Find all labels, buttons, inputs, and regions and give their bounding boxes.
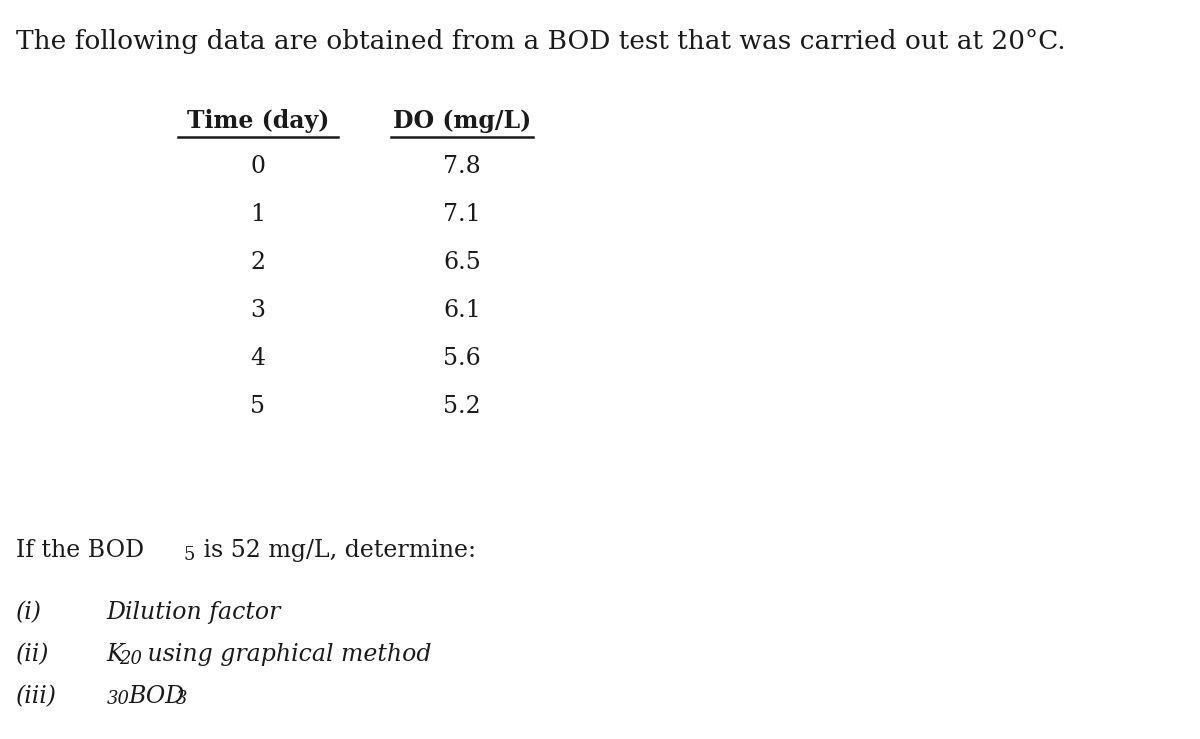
Text: 0: 0 — [251, 155, 265, 178]
Text: 3: 3 — [251, 299, 265, 322]
Text: Dilution factor: Dilution factor — [107, 601, 281, 624]
Text: (i): (i) — [16, 601, 42, 624]
Text: 1: 1 — [250, 203, 265, 226]
Text: 20: 20 — [119, 650, 142, 668]
Text: (iii): (iii) — [16, 685, 56, 708]
Text: DO (mg/L): DO (mg/L) — [392, 109, 532, 133]
Text: is 52 mg/L, determine:: is 52 mg/L, determine: — [196, 539, 475, 562]
Text: using graphical method: using graphical method — [140, 643, 432, 666]
Text: 5: 5 — [251, 395, 265, 418]
Text: The following data are obtained from a BOD test that was carried out at 20°C.: The following data are obtained from a B… — [16, 29, 1066, 54]
Text: 7.1: 7.1 — [443, 203, 481, 226]
Text: 6.5: 6.5 — [443, 251, 481, 274]
Text: K: K — [107, 643, 125, 666]
Text: 2: 2 — [250, 251, 265, 274]
Text: 5.6: 5.6 — [443, 347, 481, 370]
Text: 3: 3 — [176, 690, 187, 708]
Text: 7.8: 7.8 — [443, 155, 481, 178]
Text: (ii): (ii) — [16, 643, 49, 666]
Text: 5: 5 — [184, 546, 196, 564]
Text: 30: 30 — [107, 690, 130, 708]
Text: 5.2: 5.2 — [443, 395, 481, 418]
Text: If the BOD: If the BOD — [16, 539, 144, 562]
Text: 6.1: 6.1 — [443, 299, 481, 322]
Text: Time (day): Time (day) — [186, 109, 329, 133]
Text: BOD: BOD — [128, 685, 185, 708]
Text: 4: 4 — [250, 347, 265, 370]
